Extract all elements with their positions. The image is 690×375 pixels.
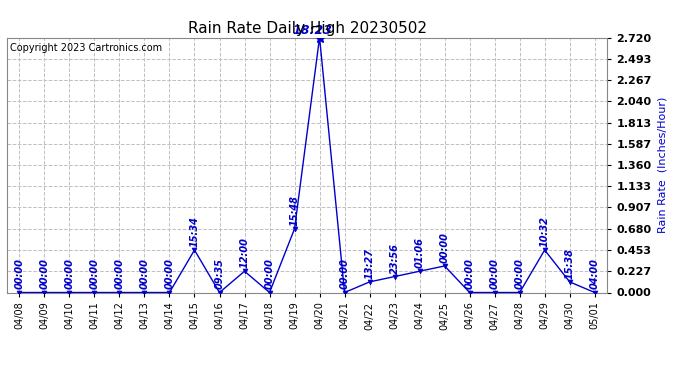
Text: 15:48: 15:48 xyxy=(290,195,299,226)
Text: 15:38: 15:38 xyxy=(564,248,575,279)
Text: 18:23: 18:23 xyxy=(315,4,324,34)
Title: Rain Rate Daily High 20230502: Rain Rate Daily High 20230502 xyxy=(188,21,426,36)
Text: 00:00: 00:00 xyxy=(164,259,175,290)
Text: 00:00: 00:00 xyxy=(490,259,500,290)
Text: 12:00: 12:00 xyxy=(239,237,250,268)
Text: 00:00: 00:00 xyxy=(115,259,124,290)
Text: 13:27: 13:27 xyxy=(364,248,375,279)
Text: 09:35: 09:35 xyxy=(215,259,224,290)
Text: 00:00: 00:00 xyxy=(64,259,75,290)
Text: 00:00: 00:00 xyxy=(39,259,50,290)
Text: 15:34: 15:34 xyxy=(190,216,199,247)
Text: 00:00: 00:00 xyxy=(464,259,475,290)
Text: 00:00: 00:00 xyxy=(139,259,150,290)
Text: 00:00: 00:00 xyxy=(90,259,99,290)
Text: 18:23: 18:23 xyxy=(292,24,332,37)
Text: 04:00: 04:00 xyxy=(590,259,600,290)
Text: 10:32: 10:32 xyxy=(540,216,550,247)
Text: 00:00: 00:00 xyxy=(515,259,524,290)
Text: 00:00: 00:00 xyxy=(339,259,350,290)
Text: 00:00: 00:00 xyxy=(440,232,450,263)
Text: 23:56: 23:56 xyxy=(390,243,400,273)
Y-axis label: Rain Rate  (Inches/Hour): Rain Rate (Inches/Hour) xyxy=(657,97,667,233)
Text: 01:06: 01:06 xyxy=(415,237,424,268)
Text: 00:00: 00:00 xyxy=(14,259,24,290)
Text: 00:00: 00:00 xyxy=(264,259,275,290)
Text: Copyright 2023 Cartronics.com: Copyright 2023 Cartronics.com xyxy=(10,43,162,52)
